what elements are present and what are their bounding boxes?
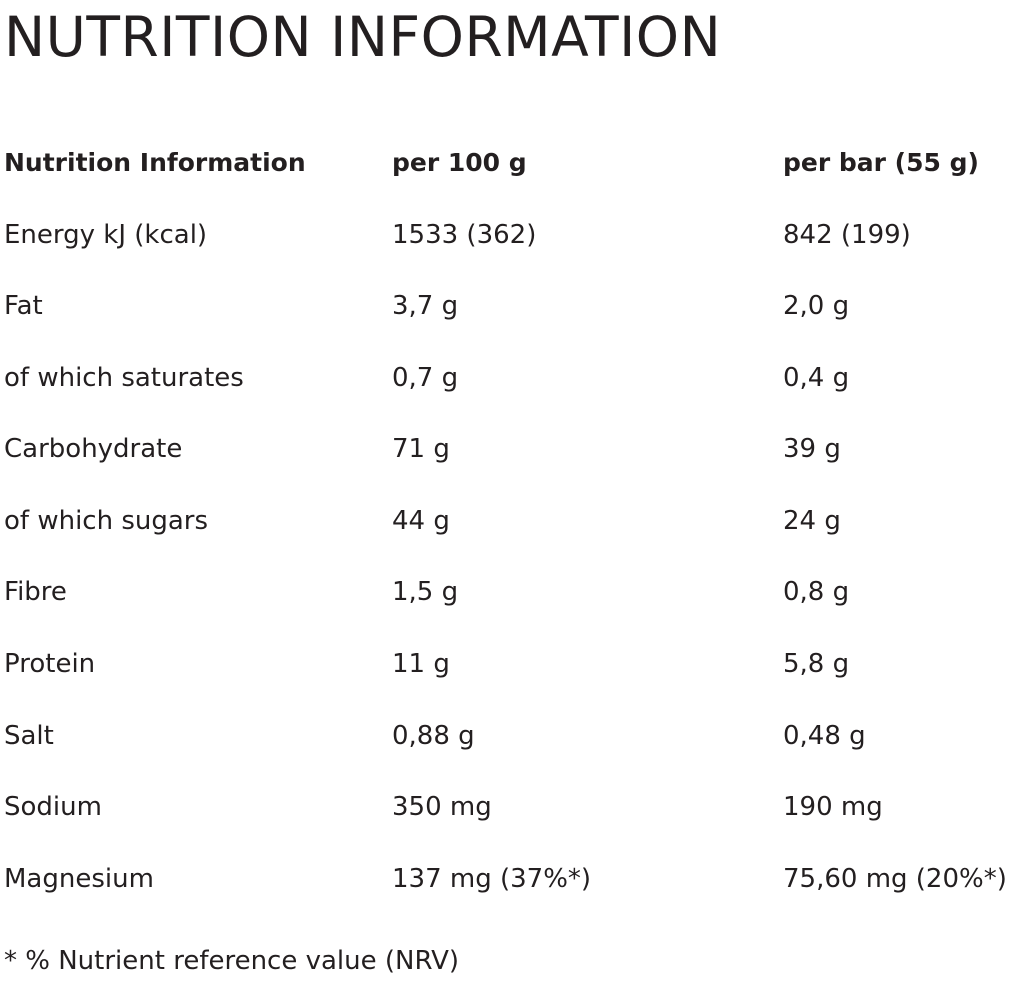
value-per-bar: 842 (199) [783,220,911,250]
nutrient-name: Fat [4,291,43,321]
table-header-row: Nutrition Information per 100 g per bar … [0,143,1024,183]
table-row-energy: Energy kJ (kcal) 1533 (362) 842 (199) [0,215,1024,255]
nutrient-name: Protein [4,649,96,679]
table-row-fibre: Fibre 1,5 g 0,8 g [0,572,1024,612]
value-per-100g: 350 mg [392,792,492,822]
value-per-100g: 0,7 g [392,363,459,393]
value-per-100g: 137 mg (37%*) [392,864,592,894]
value-per-bar: 0,8 g [783,577,850,607]
nutrient-name: Energy kJ (kcal) [4,220,208,250]
page-title: NUTRITION INFORMATION [4,5,722,69]
table-row-saturates: of which saturates 0,7 g 0,4 g [0,358,1024,398]
value-per-bar: 0,48 g [783,721,866,751]
header-per-100g: per 100 g [392,148,527,177]
value-per-bar: 75,60 mg (20%*) [783,864,1007,894]
nutrient-name: Sodium [4,792,102,822]
value-per-100g: 0,88 g [392,721,475,751]
table-row-protein: Protein 11 g 5,8 g [0,644,1024,684]
table-row-fat: Fat 3,7 g 2,0 g [0,286,1024,326]
nutrient-name: of which saturates [4,363,244,393]
nutrient-name: Fibre [4,577,67,607]
value-per-bar: 2,0 g [783,291,850,321]
table-row-sodium: Sodium 350 mg 190 mg [0,787,1024,827]
table-row-magnesium: Magnesium 137 mg (37%*) 75,60 mg (20%*) [0,859,1024,899]
table-row-carbohydrate: Carbohydrate 71 g 39 g [0,429,1024,469]
value-per-bar: 24 g [783,506,841,536]
nutrient-name: of which sugars [4,506,209,536]
value-per-100g: 1,5 g [392,577,459,607]
value-per-bar: 39 g [783,434,841,464]
value-per-100g: 3,7 g [392,291,459,321]
value-per-bar: 5,8 g [783,649,850,679]
nrv-footnote: * % Nutrient reference value (NRV) [4,946,460,976]
nutrient-name: Magnesium [4,864,154,894]
header-nutrient: Nutrition Information [4,148,306,177]
table-row-salt: Salt 0,88 g 0,48 g [0,716,1024,756]
value-per-bar: 190 mg [783,792,883,822]
nutrient-name: Carbohydrate [4,434,183,464]
value-per-100g: 44 g [392,506,450,536]
value-per-100g: 1533 (362) [392,220,537,250]
value-per-100g: 11 g [392,649,450,679]
table-row-sugars: of which sugars 44 g 24 g [0,501,1024,541]
value-per-100g: 71 g [392,434,450,464]
nutrient-name: Salt [4,721,54,751]
value-per-bar: 0,4 g [783,363,850,393]
header-per-bar: per bar (55 g) [783,148,979,177]
